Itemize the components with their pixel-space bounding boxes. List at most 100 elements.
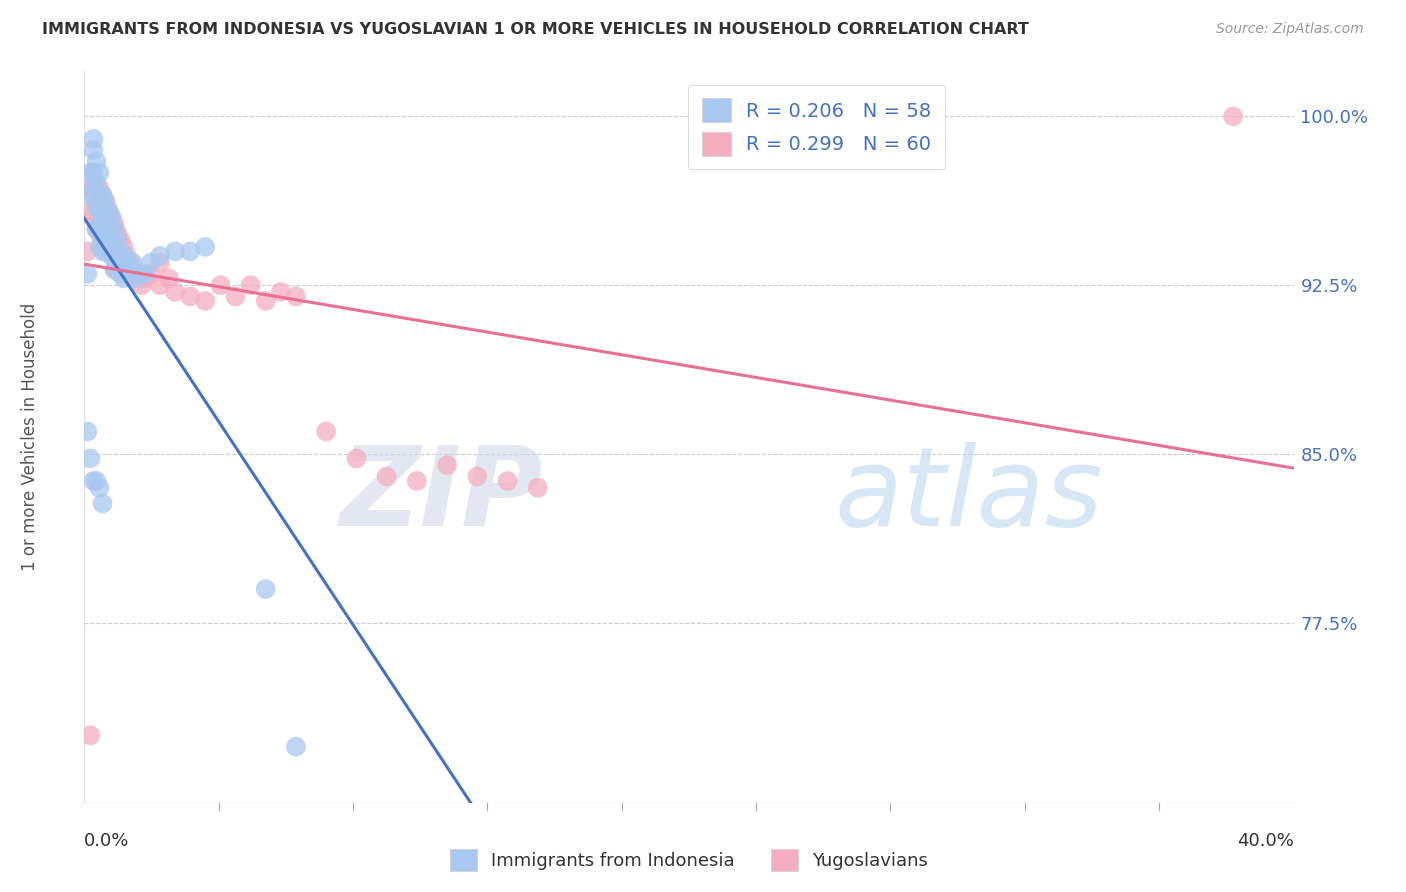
Point (165, 244, 187, 259)
Point (97, 240, 120, 254)
Point (527, 481, 550, 495)
Point (375, 469, 398, 483)
Point (76, 425, 98, 439)
Point (315, 425, 337, 439)
Point (112, 249, 135, 263)
Point (194, 240, 217, 254)
Point (100, 233, 122, 247)
Point (89, 203, 111, 218)
Point (94, 211, 117, 225)
Point (100, 249, 122, 263)
Point (121, 262, 143, 277)
Point (79, 181, 101, 195)
Point (91, 211, 114, 225)
Point (82, 211, 104, 225)
Point (82, 181, 104, 195)
Point (89, 227, 111, 241)
Point (82, 166, 104, 180)
Point (110, 255, 132, 269)
Point (104, 222, 127, 236)
Point (79, 451, 101, 466)
Point (97, 227, 120, 241)
Point (149, 255, 172, 269)
Point (94, 218, 117, 232)
Point (82, 188, 104, 202)
Text: ZIP: ZIP (340, 442, 544, 549)
Point (89, 203, 111, 218)
Point (112, 271, 135, 285)
Point (91, 496, 114, 510)
Point (76, 244, 98, 259)
Text: 40.0%: 40.0% (1237, 832, 1294, 850)
Point (179, 289, 201, 303)
Point (97, 203, 120, 218)
Point (110, 267, 132, 281)
Point (254, 582, 277, 596)
Point (194, 293, 217, 308)
Point (131, 278, 153, 293)
Point (346, 451, 368, 466)
Point (149, 278, 172, 293)
Point (104, 244, 127, 259)
Point (104, 218, 127, 232)
Legend: Immigrants from Indonesia, Yugoslavians: Immigrants from Indonesia, Yugoslavians (443, 842, 935, 879)
Point (270, 285, 292, 299)
Text: atlas: atlas (834, 442, 1102, 549)
Point (91, 227, 114, 241)
Point (225, 289, 247, 303)
Point (89, 188, 111, 202)
Point (100, 211, 122, 225)
Point (82, 132, 104, 146)
Point (89, 166, 111, 180)
Point (128, 267, 150, 281)
Point (121, 255, 143, 269)
Point (118, 255, 141, 269)
Point (125, 267, 148, 281)
Point (100, 211, 122, 225)
Point (86, 199, 108, 213)
Point (91, 211, 114, 225)
Point (89, 240, 111, 254)
Point (209, 278, 232, 293)
Point (82, 474, 104, 488)
Point (86, 222, 108, 236)
Point (115, 249, 138, 263)
Text: IMMIGRANTS FROM INDONESIA VS YUGOSLAVIAN 1 OR MORE VEHICLES IN HOUSEHOLD CORRELA: IMMIGRANTS FROM INDONESIA VS YUGOSLAVIAN… (42, 22, 1029, 37)
Point (157, 271, 180, 285)
Point (239, 278, 262, 293)
Point (139, 267, 162, 281)
Point (496, 474, 519, 488)
Point (86, 222, 108, 236)
Point (104, 262, 127, 277)
Point (118, 262, 141, 277)
Point (134, 271, 156, 285)
Legend: R = 0.206   N = 58, R = 0.299   N = 60: R = 0.206 N = 58, R = 0.299 N = 60 (688, 85, 945, 169)
Point (115, 255, 138, 269)
Point (91, 244, 114, 259)
Point (110, 244, 132, 259)
Point (89, 222, 111, 236)
Point (94, 240, 117, 254)
Point (139, 255, 162, 269)
Point (1222, 109, 1244, 123)
Point (107, 227, 129, 241)
Point (82, 143, 104, 157)
Point (406, 474, 429, 488)
Point (112, 240, 135, 254)
Point (179, 244, 201, 259)
Point (86, 199, 108, 213)
Point (86, 177, 108, 191)
Point (76, 267, 98, 281)
Text: 1 or more Vehicles in Household: 1 or more Vehicles in Household (21, 303, 39, 571)
Point (94, 194, 117, 209)
Point (100, 233, 122, 247)
Point (467, 469, 489, 483)
Point (86, 474, 108, 488)
Point (134, 267, 156, 281)
Point (110, 233, 132, 247)
Point (97, 222, 120, 236)
Point (97, 203, 120, 218)
Text: Source: ZipAtlas.com: Source: ZipAtlas.com (1216, 22, 1364, 37)
Point (79, 728, 101, 742)
Point (149, 249, 172, 263)
